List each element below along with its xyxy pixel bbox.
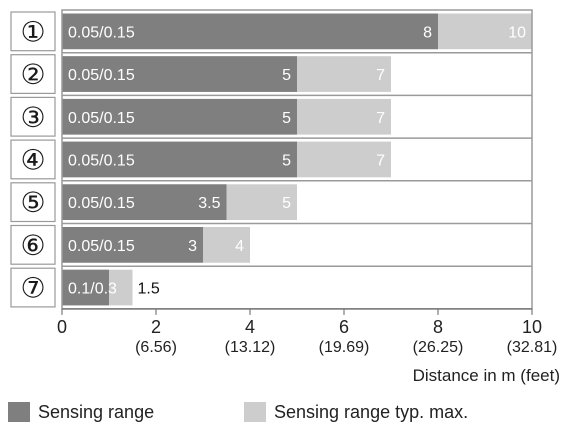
- legend-swatch-typ-max: [244, 402, 266, 422]
- row-number: ①: [20, 16, 45, 47]
- x-tick-feet-label: (26.25): [413, 339, 464, 356]
- row-number-cell: [10, 96, 56, 137]
- x-tick-feet-label: (19.69): [319, 339, 370, 356]
- bar-row-label: 0.05/0.15: [68, 238, 135, 255]
- bar-sensing-range-value: 3.5: [198, 195, 220, 212]
- bar-sensing-range: [62, 227, 203, 263]
- bar-sensing-range: [62, 98, 297, 135]
- x-tick-label: 4: [245, 317, 255, 337]
- chart-frame: [61, 9, 533, 310]
- x-tick-label: 6: [339, 317, 349, 337]
- row-number-cell: [10, 54, 56, 95]
- bar-row-label: 0.05/0.15: [68, 152, 135, 169]
- x-tick-label: 0: [57, 317, 67, 337]
- bar-sensing-range: [62, 13, 438, 50]
- x-axis-label: Distance in m (feet): [413, 366, 560, 385]
- x-tick-feet-label: (6.56): [135, 339, 177, 356]
- legend: Sensing range Sensing range typ. max.: [8, 402, 468, 422]
- bar-row-label: 0.1/0.3: [68, 281, 117, 298]
- row-numbers: ① ② ③ ④ ⑤ ⑥ ⑦: [10, 11, 56, 308]
- row-number: ②: [20, 59, 45, 90]
- bar-sensing-range-value: 8: [423, 24, 432, 41]
- bars: 0.05/0.15 8 10 0.05/0.15 5 7 0.05/0.15 5 7 0.05/0…: [62, 13, 532, 306]
- bar-sensing-range: [62, 184, 227, 220]
- bar-row-label: 0.05/0.15: [68, 195, 135, 212]
- row-number: ⑤: [20, 187, 45, 218]
- row-number: ⑥: [20, 230, 45, 261]
- x-tick-feet-label: (13.12): [225, 339, 276, 356]
- row-number-cell: [10, 139, 56, 180]
- bar-sensing-range: [62, 141, 297, 178]
- x-tick-label: 2: [151, 317, 161, 337]
- bar-sensing-range: [62, 56, 297, 92]
- row-number: ⑦: [20, 273, 45, 304]
- bar-typ-max-value: 4: [235, 238, 244, 255]
- x-tick-label: 10: [522, 317, 542, 337]
- row-number: ③: [20, 102, 45, 133]
- x-axis-ticks: 0 2 (6.56) 4 (13.12) 6 (19.69) 8 (26.25) 10 (32.81…: [57, 308, 558, 356]
- row-number-cell: [10, 182, 56, 223]
- row-number-cell: [10, 224, 56, 265]
- x-tick-feet-label: (32.81): [507, 339, 558, 356]
- bar-row-label: 0.05/0.15: [68, 24, 135, 41]
- x-tick-label: 8: [433, 317, 443, 337]
- bar-row-label: 0.05/0.15: [68, 110, 135, 127]
- row-number-cell: [10, 11, 56, 52]
- bar-typ-max-value: 7: [376, 110, 385, 127]
- legend-label-typ-max: Sensing range typ. max.: [274, 402, 468, 422]
- bar-typ-max-value: 7: [376, 152, 385, 169]
- bar-sensing-range-value: 5: [282, 67, 291, 84]
- bar-sensing-range-value: 5: [282, 152, 291, 169]
- row-number: ④: [20, 144, 45, 175]
- bar-typ-max-value: 7: [376, 67, 385, 84]
- bar-typ-max-value: 1.5: [138, 281, 160, 298]
- bar-typ-max-value: 5: [282, 195, 291, 212]
- bar-sensing-range-value: 3: [188, 238, 197, 255]
- legend-swatch-sensing-range: [8, 402, 30, 422]
- legend-label-sensing-range: Sensing range: [38, 402, 154, 422]
- bar-typ-max-value: 10: [508, 24, 526, 41]
- bar-sensing-range: [62, 269, 109, 306]
- bar-row-label: 0.05/0.15: [68, 67, 135, 84]
- bar-sensing-range-value: 5: [282, 110, 291, 127]
- row-number-cell: [10, 267, 56, 308]
